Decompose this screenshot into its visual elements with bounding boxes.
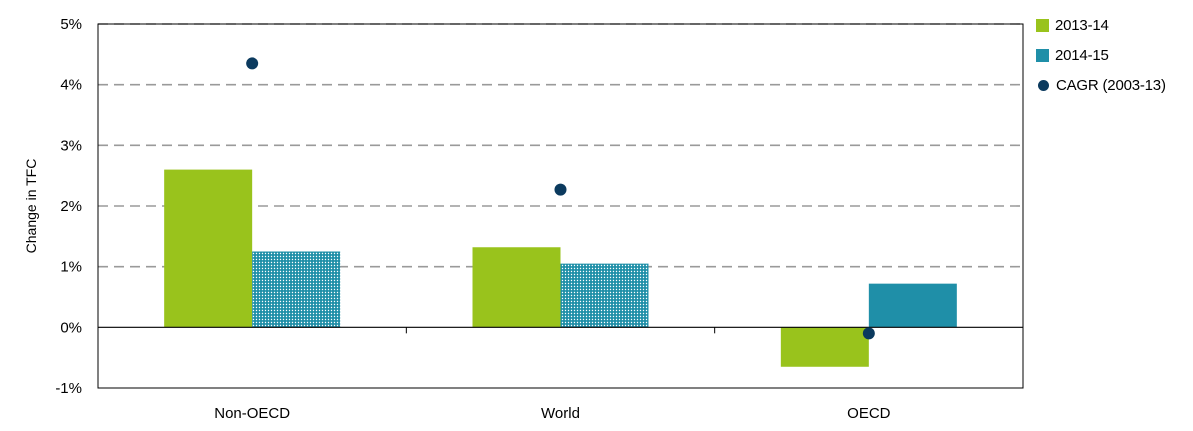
legend-swatch-2014-15 [1036,48,1049,62]
bar [164,169,253,328]
bar [560,263,649,328]
bar [472,247,561,328]
cagr-point [246,57,259,70]
plot-frame [97,23,1024,389]
bar [252,251,341,328]
x-category-label: Non-OECD [214,405,290,422]
y-tick-label: 4% [60,77,82,94]
y-tick-label: 0% [60,319,82,336]
legend-label-2014-15: 2014-15 [1055,46,1109,64]
cagr-point [862,327,875,340]
bar [780,327,869,367]
legend-marker-cagr [1038,79,1049,91]
y-tick-label: 2% [60,198,82,215]
legend-label-2013-14: 2013-14 [1055,16,1109,34]
legend-item-cagr: CAGR (2003-13) [1036,74,1166,96]
legend: 2013-14 2014-15 CAGR (2003-13) [1036,14,1166,104]
x-category-label: World [541,405,580,422]
cagr-point [554,183,567,196]
y-tick-label: 5% [60,16,82,33]
x-category-label: OECD [847,405,891,422]
y-axis-title: Change in TFC [23,159,39,254]
bar [868,283,957,328]
legend-item-2014-15: 2014-15 [1036,44,1166,66]
y-tick-label: -1% [55,380,82,397]
legend-swatch-2013-14 [1036,18,1049,32]
legend-label-cagr: CAGR (2003-13) [1056,76,1166,94]
legend-item-2013-14: 2013-14 [1036,14,1166,36]
y-tick-label: 1% [60,259,82,276]
y-tick-label: 3% [60,137,82,154]
